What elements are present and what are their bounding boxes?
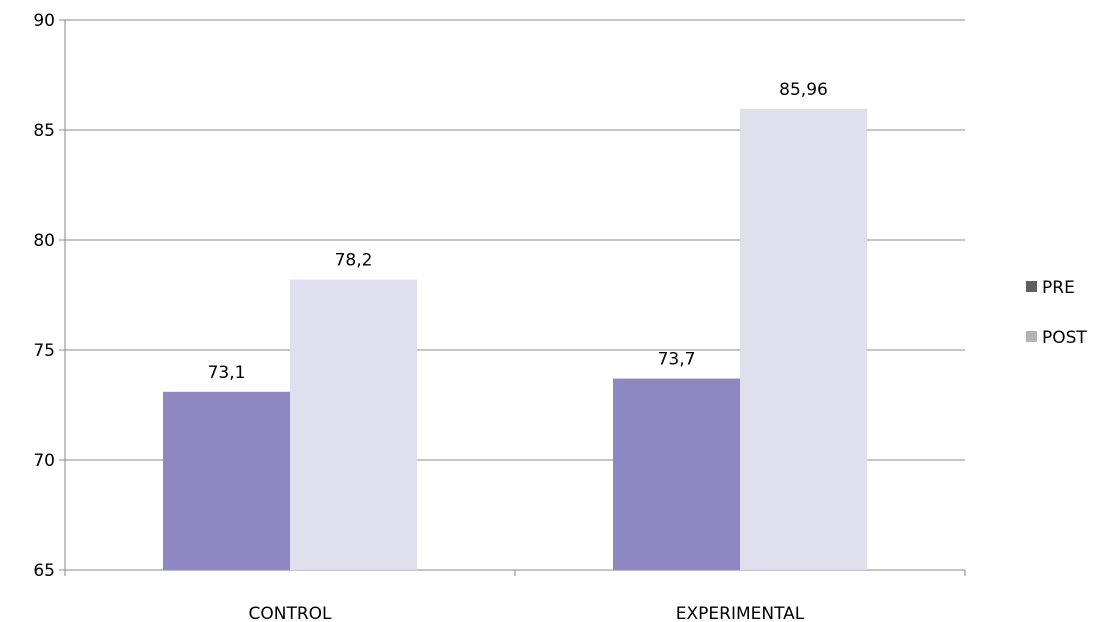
legend-label-post: POST [1042,328,1087,348]
legend-swatch-pre [1026,281,1037,292]
bar-post-experimental [740,108,867,570]
bar-pre-control [163,391,290,570]
data-label-post-control: 78,2 [335,251,373,271]
legend-swatch-post [1026,331,1037,342]
legend: PRE POST [1026,278,1087,348]
bar-pre-experimental [613,378,740,570]
y-tick-label: 90 [33,11,55,31]
x-category-label: EXPERIMENTAL [676,604,805,622]
y-tick-label: 65 [33,561,55,581]
data-label-pre-experimental: 73,7 [658,350,696,370]
x-category-label: CONTROL [248,604,332,622]
data-label-pre-control: 73,1 [208,363,246,383]
y-tick-label: 70 [33,451,55,471]
data-label-post-experimental: 85,96 [779,80,828,100]
data-labels: 73,1 78,2 73,7 85,96 [208,80,828,383]
bar-post-control [290,279,417,570]
y-tick-label: 85 [33,121,55,141]
legend-label-pre: PRE [1042,278,1075,298]
bars [163,108,867,570]
y-tick-label: 80 [33,231,55,251]
y-tick-label: 75 [33,341,55,361]
